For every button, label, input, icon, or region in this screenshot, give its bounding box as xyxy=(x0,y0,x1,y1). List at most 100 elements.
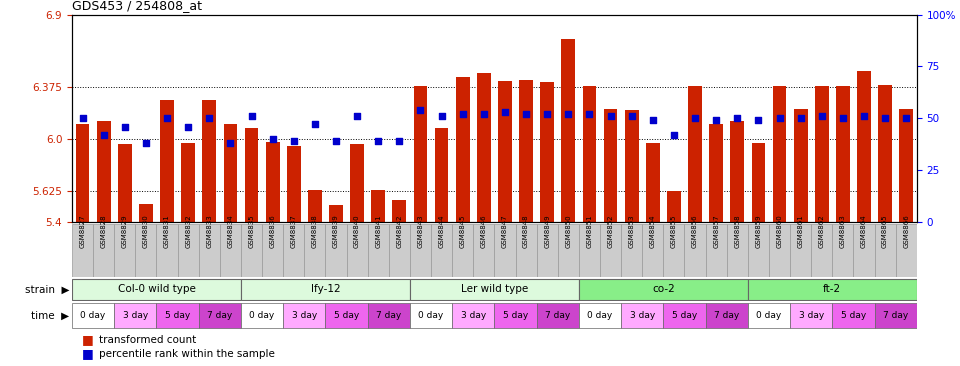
Bar xyxy=(663,224,684,277)
Text: GSM8853: GSM8853 xyxy=(629,214,635,247)
Point xyxy=(561,111,576,117)
Text: lfy-12: lfy-12 xyxy=(311,284,340,294)
Text: GSM8855: GSM8855 xyxy=(671,214,677,247)
Text: GSM8861: GSM8861 xyxy=(798,214,804,247)
Bar xyxy=(773,86,786,222)
Bar xyxy=(706,224,727,277)
Bar xyxy=(688,86,702,222)
Bar xyxy=(325,303,368,328)
Bar xyxy=(621,224,642,277)
Bar xyxy=(706,303,748,328)
Bar xyxy=(431,224,452,277)
Point xyxy=(730,115,745,121)
Point xyxy=(476,111,492,117)
Text: time  ▶: time ▶ xyxy=(31,311,69,321)
Point xyxy=(117,124,132,130)
Text: GSM8865: GSM8865 xyxy=(882,214,888,247)
Text: 0 day: 0 day xyxy=(250,311,275,320)
Text: transformed count: transformed count xyxy=(99,335,196,345)
Text: GSM8845: GSM8845 xyxy=(460,214,466,247)
Bar xyxy=(114,303,156,328)
Bar xyxy=(832,303,875,328)
Bar xyxy=(241,224,262,277)
Bar xyxy=(583,86,596,222)
Bar xyxy=(579,303,621,328)
Text: GSM8849: GSM8849 xyxy=(544,214,550,247)
Bar xyxy=(72,303,114,328)
Bar xyxy=(262,224,283,277)
Point xyxy=(159,115,175,121)
Text: GSM8841: GSM8841 xyxy=(375,214,381,247)
Point xyxy=(202,115,217,121)
Text: GSM8848: GSM8848 xyxy=(523,214,529,247)
Text: GDS453 / 254808_at: GDS453 / 254808_at xyxy=(72,0,202,12)
Bar xyxy=(748,224,769,277)
Bar xyxy=(748,303,790,328)
Text: 0 day: 0 day xyxy=(419,311,444,320)
Text: GSM8837: GSM8837 xyxy=(291,214,297,247)
Bar xyxy=(287,146,300,222)
Bar xyxy=(853,224,875,277)
Bar xyxy=(473,224,494,277)
Point xyxy=(392,138,407,144)
Bar xyxy=(452,224,473,277)
Text: Ler wild type: Ler wild type xyxy=(461,284,528,294)
Point xyxy=(518,111,534,117)
Text: GSM8842: GSM8842 xyxy=(396,214,402,247)
Bar xyxy=(794,109,807,222)
Bar xyxy=(684,224,706,277)
Point xyxy=(96,132,111,138)
Point xyxy=(349,113,365,119)
Bar xyxy=(621,303,663,328)
Text: GSM8864: GSM8864 xyxy=(861,214,867,247)
Text: strain  ▶: strain ▶ xyxy=(25,284,69,294)
Bar xyxy=(199,303,241,328)
Bar xyxy=(600,224,621,277)
Text: GSM8829: GSM8829 xyxy=(122,214,128,247)
Text: 0 day: 0 day xyxy=(756,311,781,320)
Bar xyxy=(93,224,114,277)
Bar xyxy=(325,224,347,277)
Text: ft-2: ft-2 xyxy=(824,284,841,294)
Bar xyxy=(220,224,241,277)
Text: percentile rank within the sample: percentile rank within the sample xyxy=(99,349,275,359)
Bar xyxy=(283,303,325,328)
Bar xyxy=(857,71,871,222)
Bar xyxy=(604,109,617,222)
Text: GSM8858: GSM8858 xyxy=(734,214,740,247)
Text: 5 day: 5 day xyxy=(672,311,697,320)
Point xyxy=(75,115,90,121)
Bar xyxy=(836,86,850,222)
Bar xyxy=(203,100,216,222)
Bar xyxy=(519,79,533,222)
Bar xyxy=(368,303,410,328)
Bar xyxy=(494,224,516,277)
Text: GSM8835: GSM8835 xyxy=(249,214,254,247)
Text: 3 day: 3 day xyxy=(123,311,148,320)
Bar xyxy=(811,224,832,277)
Bar xyxy=(135,224,156,277)
Bar xyxy=(414,86,427,222)
Bar xyxy=(224,124,237,222)
Point xyxy=(899,115,914,121)
Text: Col-0 wild type: Col-0 wild type xyxy=(117,284,196,294)
Bar xyxy=(498,81,512,222)
Point xyxy=(666,132,682,138)
Bar xyxy=(118,145,132,222)
Bar xyxy=(156,224,178,277)
Text: 3 day: 3 day xyxy=(292,311,317,320)
Bar xyxy=(241,279,410,300)
Point xyxy=(687,115,703,121)
Bar xyxy=(72,279,241,300)
Point xyxy=(286,138,301,144)
Bar xyxy=(241,303,283,328)
Point xyxy=(180,124,196,130)
Bar xyxy=(181,143,195,222)
Text: 7 day: 7 day xyxy=(545,311,570,320)
Text: ■: ■ xyxy=(82,347,93,360)
Text: GSM8840: GSM8840 xyxy=(354,214,360,247)
Bar xyxy=(832,224,853,277)
Text: 7 day: 7 day xyxy=(376,311,401,320)
Bar xyxy=(727,224,748,277)
Text: 5 day: 5 day xyxy=(503,311,528,320)
